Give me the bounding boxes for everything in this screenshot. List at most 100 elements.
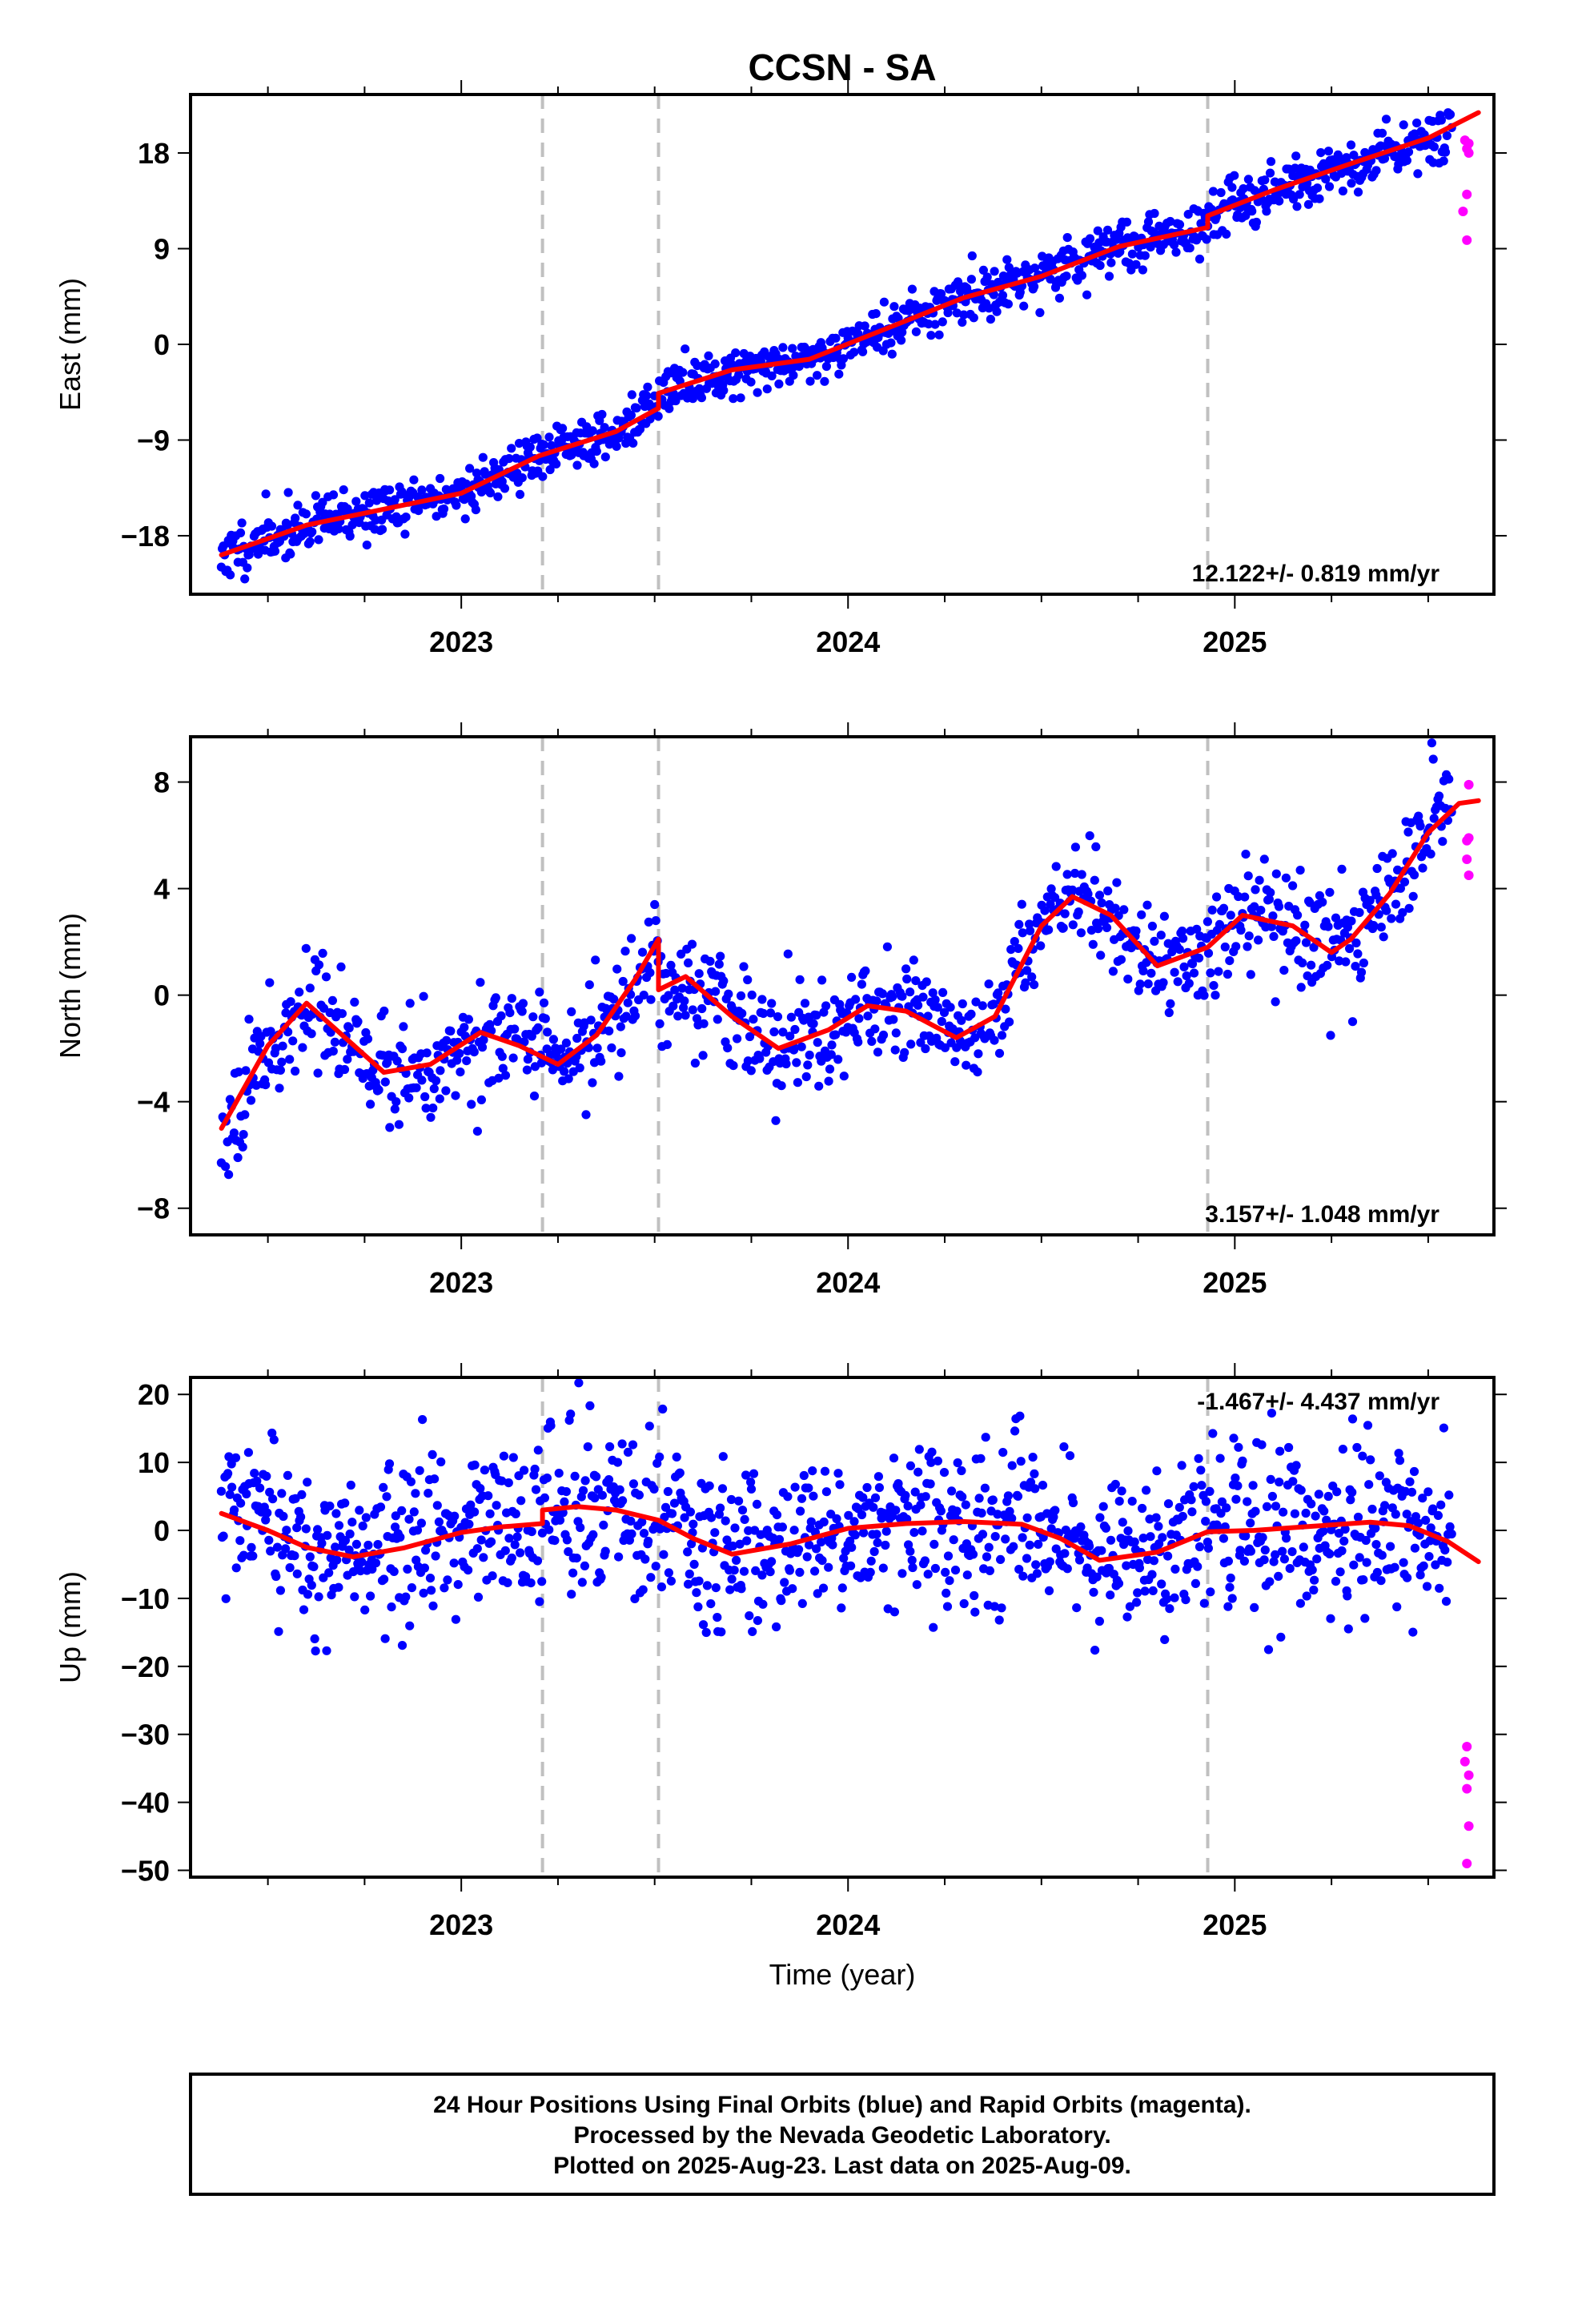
final-orbit-point xyxy=(630,1594,640,1603)
final-orbit-point xyxy=(317,1538,327,1548)
rapid-orbit-point xyxy=(1458,207,1468,216)
final-orbit-point xyxy=(939,1007,950,1017)
final-orbit-point xyxy=(336,962,346,971)
final-orbit-point xyxy=(677,983,687,993)
rapid-orbit-point xyxy=(1464,833,1474,843)
final-orbit-point xyxy=(1094,1616,1104,1626)
final-orbit-point xyxy=(426,1112,436,1122)
final-orbit-point xyxy=(1343,1624,1353,1634)
final-orbit-point xyxy=(689,1559,699,1569)
final-orbit-point xyxy=(1372,1567,1382,1578)
final-orbit-point xyxy=(680,996,689,1006)
final-orbit-point xyxy=(1042,1509,1052,1518)
final-orbit-point xyxy=(957,1466,966,1476)
final-orbit-point xyxy=(1447,1529,1456,1539)
final-orbit-point xyxy=(493,492,503,501)
final-orbit-point xyxy=(993,1510,1002,1519)
final-orbit-point xyxy=(561,1487,572,1497)
final-orbit-point xyxy=(510,1540,520,1550)
y-tick-label: −10 xyxy=(121,1582,170,1615)
final-orbit-point xyxy=(1186,1495,1196,1505)
final-orbit-point xyxy=(824,1562,833,1572)
final-orbit-point xyxy=(1288,1477,1298,1486)
final-orbit-point xyxy=(675,1468,685,1478)
final-orbit-point xyxy=(500,484,510,493)
final-orbit-point xyxy=(1216,187,1226,198)
final-orbit-point xyxy=(1412,119,1422,128)
final-orbit-point xyxy=(737,1584,746,1594)
final-orbit-point xyxy=(355,1566,365,1576)
final-orbit-point xyxy=(1307,1499,1316,1509)
final-orbit-point xyxy=(473,1592,484,1602)
final-orbit-point xyxy=(1243,175,1253,184)
final-orbit-point xyxy=(814,1081,824,1091)
final-orbit-point xyxy=(575,1063,584,1073)
final-orbit-point xyxy=(507,1553,516,1563)
final-orbit-point xyxy=(387,1602,396,1612)
y-axis-label: North (mm) xyxy=(54,913,86,1059)
final-orbit-point xyxy=(243,1448,253,1458)
final-orbit-point xyxy=(360,1605,370,1614)
final-orbit-point xyxy=(401,1592,411,1602)
final-orbit-point xyxy=(404,1093,414,1103)
final-orbit-point xyxy=(1114,1578,1124,1588)
final-orbit-point xyxy=(1276,1632,1286,1642)
final-orbit-point xyxy=(968,1550,978,1559)
final-orbit-point xyxy=(943,1551,954,1561)
final-orbit-point xyxy=(957,1015,966,1025)
final-orbit-point xyxy=(443,1575,452,1585)
final-orbit-point xyxy=(1201,1497,1211,1506)
final-orbit-point xyxy=(1399,877,1410,887)
final-orbit-point xyxy=(380,1077,390,1087)
final-orbit-point xyxy=(1331,1577,1341,1586)
final-orbit-point xyxy=(1119,905,1129,915)
final-orbit-point xyxy=(828,1540,837,1550)
final-orbit-point xyxy=(1135,979,1145,989)
final-orbit-point xyxy=(765,1567,775,1577)
final-orbit-point xyxy=(909,1528,919,1538)
final-orbit-point xyxy=(1131,259,1141,269)
final-orbit-point xyxy=(772,1622,781,1632)
final-orbit-point xyxy=(651,1562,661,1571)
final-orbit-point xyxy=(1362,1558,1371,1567)
final-orbit-point xyxy=(670,985,680,995)
final-orbit-point xyxy=(374,1085,383,1095)
final-orbit-point xyxy=(923,1570,933,1579)
final-orbit-point xyxy=(523,1055,533,1064)
final-orbit-point xyxy=(572,1033,582,1043)
final-orbit-point xyxy=(1018,928,1027,938)
final-orbit-point xyxy=(266,1546,275,1556)
final-orbit-point xyxy=(1166,216,1175,227)
final-orbit-point xyxy=(701,1627,711,1638)
final-orbit-point xyxy=(785,1566,795,1575)
final-orbit-point xyxy=(1102,923,1112,932)
final-orbit-point xyxy=(392,1056,402,1066)
final-orbit-point xyxy=(685,1569,694,1579)
final-orbit-point xyxy=(600,423,609,432)
final-orbit-point xyxy=(418,1415,428,1425)
final-orbit-point xyxy=(420,1092,430,1102)
final-orbit-point xyxy=(339,1064,350,1075)
final-orbit-point xyxy=(1349,1560,1359,1570)
final-orbit-point xyxy=(1248,1481,1258,1490)
final-orbit-point xyxy=(1250,1602,1259,1612)
final-orbit-point xyxy=(901,964,911,974)
final-orbit-point xyxy=(739,1566,749,1576)
final-orbit-point xyxy=(1101,1523,1110,1533)
final-orbit-point xyxy=(1367,1504,1377,1514)
final-orbit-point xyxy=(1405,1477,1415,1486)
final-orbit-point xyxy=(721,1516,730,1526)
final-orbit-point xyxy=(527,1527,536,1537)
final-orbit-point xyxy=(1264,895,1274,904)
final-orbit-point xyxy=(1279,1554,1289,1564)
final-orbit-point xyxy=(1030,980,1039,990)
final-orbit-point xyxy=(984,304,994,313)
final-orbit-point xyxy=(461,479,471,489)
final-orbit-point xyxy=(958,317,967,327)
final-orbit-point xyxy=(801,1072,811,1082)
final-orbit-point xyxy=(1351,962,1360,971)
final-orbit-point xyxy=(926,1458,936,1467)
final-orbit-point xyxy=(485,488,496,498)
final-orbit-point xyxy=(389,1566,399,1576)
y-tick-label: 0 xyxy=(154,328,170,361)
